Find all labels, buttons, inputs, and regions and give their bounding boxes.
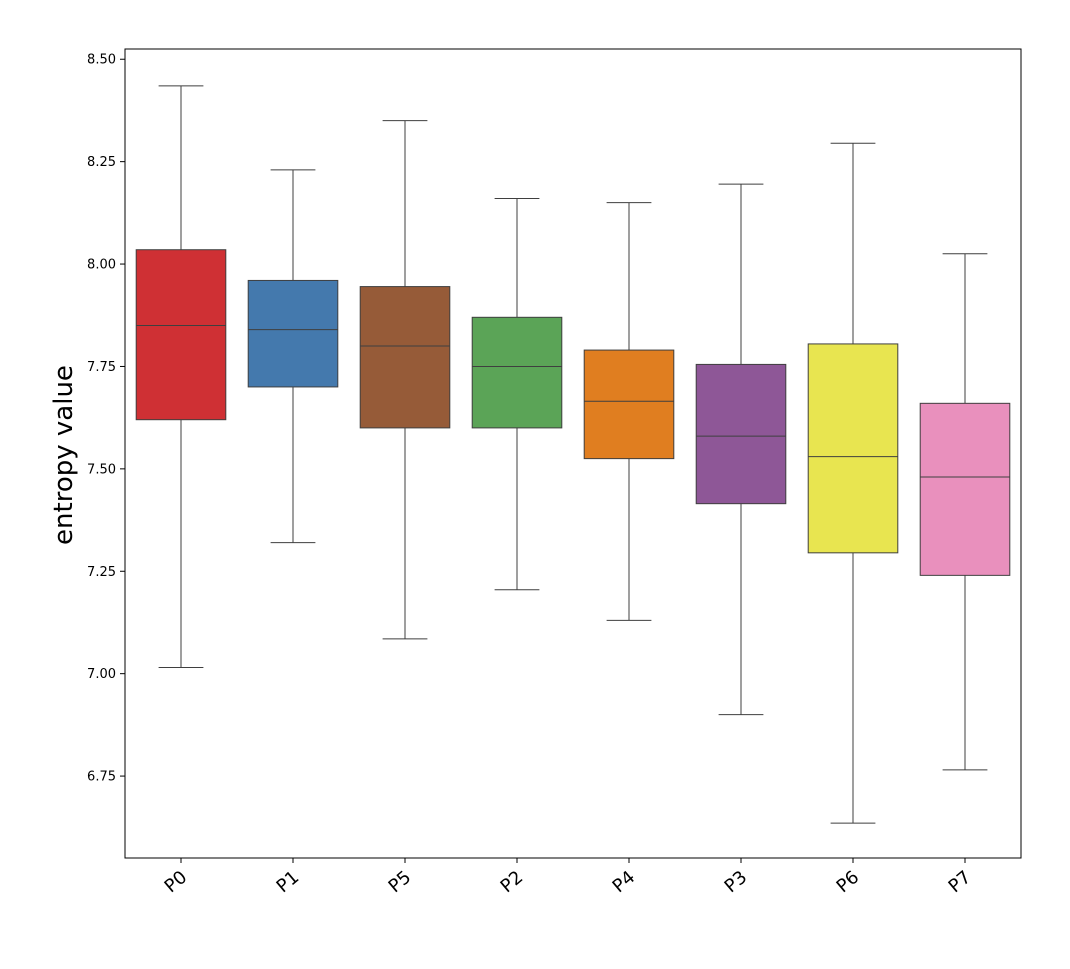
x-tick-label: P1 bbox=[273, 867, 304, 897]
x-tick-label: P2 bbox=[497, 867, 528, 897]
y-axis-label: entropy value bbox=[49, 365, 79, 545]
iqr-box bbox=[695, 363, 787, 505]
x-tick-label: P6 bbox=[833, 867, 864, 897]
iqr-box bbox=[807, 343, 899, 554]
iqr-box bbox=[583, 349, 675, 460]
box-p3 bbox=[695, 183, 787, 716]
y-axis: 6.75 7.00 7.25 7.50 7.75 8.00 8.25 8.50 bbox=[87, 53, 125, 785]
iqr-box bbox=[919, 402, 1011, 576]
iqr-box bbox=[359, 286, 451, 429]
box-p2 bbox=[471, 198, 563, 591]
y-tick-label: 8.50 bbox=[87, 53, 116, 68]
box-p0 bbox=[135, 85, 227, 669]
y-tick-label: 7.00 bbox=[87, 667, 116, 682]
x-tick-label: P5 bbox=[385, 867, 416, 897]
y-tick-label: 7.75 bbox=[87, 360, 116, 375]
iqr-box bbox=[471, 316, 563, 429]
x-tick-label: P3 bbox=[721, 867, 752, 897]
box-p1 bbox=[247, 169, 339, 544]
iqr-box bbox=[135, 249, 227, 421]
y-tick-label: 6.75 bbox=[87, 770, 116, 785]
x-tick-label: P0 bbox=[161, 867, 192, 897]
y-tick-label: 8.25 bbox=[87, 155, 116, 170]
x-tick-label: P7 bbox=[945, 867, 976, 897]
y-tick-label: 7.25 bbox=[87, 565, 116, 580]
x-tick-label: P4 bbox=[609, 867, 640, 897]
iqr-box bbox=[247, 279, 339, 388]
box-p4 bbox=[583, 202, 675, 621]
box-p6 bbox=[807, 142, 899, 824]
y-tick-label: 8.00 bbox=[87, 258, 116, 273]
boxes-layer bbox=[135, 85, 1011, 824]
x-axis: P0 P1 P5 P2 P4 P3 P6 P7 bbox=[161, 858, 976, 897]
box-p7 bbox=[919, 253, 1011, 771]
plot-frame bbox=[124, 48, 1022, 859]
box-p5 bbox=[359, 120, 451, 640]
y-tick-label: 7.50 bbox=[87, 462, 116, 477]
